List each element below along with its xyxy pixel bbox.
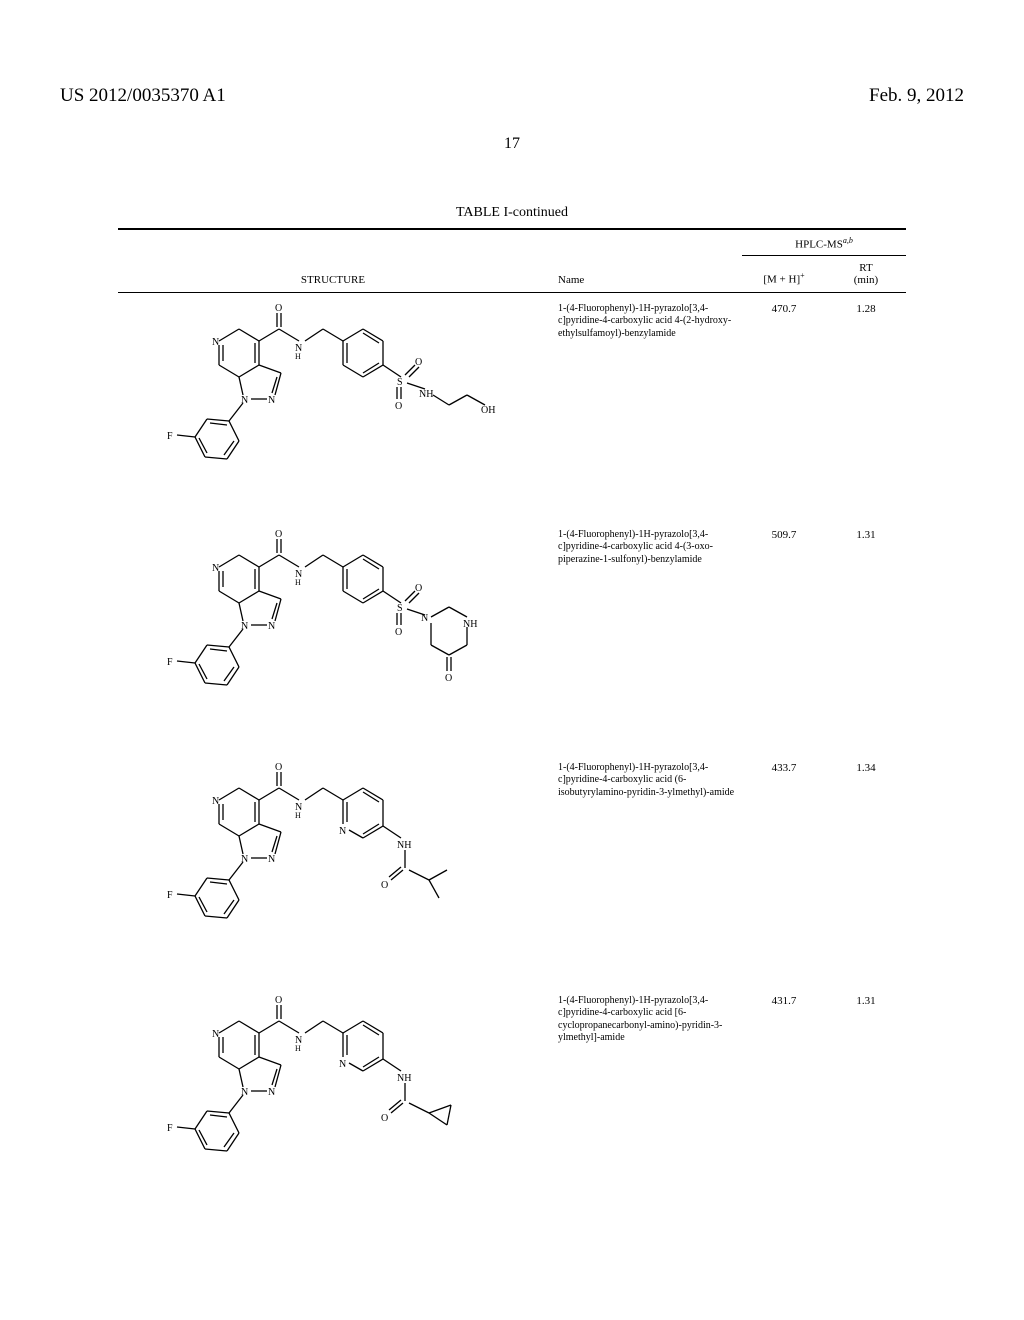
svg-text:O: O: [445, 673, 452, 684]
structure-cell: N N N F O N H: [118, 527, 548, 752]
svg-text:O: O: [395, 627, 402, 638]
svg-text:N: N: [268, 1087, 275, 1098]
svg-text:O: O: [395, 401, 402, 412]
mh-value: 470.7: [738, 301, 830, 315]
svg-text:O: O: [275, 303, 282, 314]
svg-text:O: O: [381, 880, 388, 891]
svg-text:H: H: [295, 811, 301, 820]
table-row: N N N F O N H: [118, 293, 906, 519]
svg-text:N: N: [268, 621, 275, 632]
svg-text:H: H: [295, 1044, 301, 1053]
svg-text:F: F: [167, 1123, 173, 1134]
svg-text:O: O: [275, 762, 282, 773]
svg-text:NH: NH: [419, 389, 433, 400]
table-body: N N N F O N H: [118, 293, 906, 1218]
svg-text:O: O: [275, 529, 282, 540]
svg-text:F: F: [167, 890, 173, 901]
mh-value: 509.7: [738, 527, 830, 541]
compound-name: 1-(4-Fluorophenyl)-1H-pyrazolo[3,4-c]pyr…: [548, 527, 738, 567]
svg-text:H: H: [295, 352, 301, 361]
table-row: N N N F O N H: [118, 519, 906, 752]
structure-cell: N N N F O N H N: [118, 993, 548, 1218]
svg-text:F: F: [167, 657, 173, 668]
page-number: 17: [0, 135, 1024, 153]
rt-value: 1.31: [830, 527, 902, 541]
table-header-upper: HPLC-MSa,b: [118, 230, 906, 255]
svg-text:N: N: [339, 1059, 346, 1070]
document-header: US 2012/0035370 A1 Feb. 9, 2012: [0, 85, 1024, 107]
svg-text:O: O: [381, 1113, 388, 1124]
svg-text:O: O: [415, 357, 422, 368]
svg-text:N: N: [212, 337, 219, 348]
svg-text:NH: NH: [463, 619, 477, 630]
svg-text:NH: NH: [397, 840, 411, 851]
svg-text:H: H: [295, 578, 301, 587]
svg-text:S: S: [397, 377, 403, 388]
compound-name: 1-(4-Fluorophenyl)-1H-pyrazolo[3,4-c]pyr…: [548, 993, 738, 1045]
compound-name: 1-(4-Fluorophenyl)-1H-pyrazolo[3,4-c]pyr…: [548, 760, 738, 800]
svg-text:F: F: [167, 431, 173, 442]
compound-name: 1-(4-Fluorophenyl)-1H-pyrazolo[3,4-c]pyr…: [548, 301, 738, 341]
col-header-structure: STRUCTURE: [118, 274, 548, 286]
table-row: N N N F O N H N: [118, 985, 906, 1218]
structure-cell: N N N F O N H: [118, 301, 548, 519]
structure-cell: N N N F O N H N: [118, 760, 548, 985]
svg-text:S: S: [397, 603, 403, 614]
svg-text:N: N: [421, 613, 428, 624]
rt-value: 1.34: [830, 760, 902, 774]
svg-text:O: O: [275, 995, 282, 1006]
mh-value: 431.7: [738, 993, 830, 1007]
svg-text:N: N: [268, 395, 275, 406]
rt-value: 1.31: [830, 993, 902, 1007]
col-header-name: Name: [548, 274, 738, 286]
compound-table: HPLC-MSa,b STRUCTURE Name [M + H]+ RT (m…: [118, 228, 906, 1218]
hplc-ms-label: HPLC-MSa,b: [742, 236, 906, 251]
table-row: N N N F O N H N: [118, 752, 906, 985]
svg-text:N: N: [268, 854, 275, 865]
table-header-row: STRUCTURE Name [M + H]+ RT (min): [118, 256, 906, 292]
svg-text:O: O: [415, 583, 422, 594]
table-title: TABLE I-continued: [0, 205, 1024, 221]
col-header-mh: [M + H]+: [738, 271, 830, 286]
svg-text:N: N: [339, 826, 346, 837]
svg-text:NH: NH: [397, 1073, 411, 1084]
svg-text:N: N: [212, 1029, 219, 1040]
mh-value: 433.7: [738, 760, 830, 774]
rt-value: 1.28: [830, 301, 902, 315]
col-header-rt: RT (min): [830, 262, 902, 286]
svg-text:OH: OH: [481, 405, 495, 416]
svg-text:N: N: [212, 796, 219, 807]
publication-date: Feb. 9, 2012: [869, 85, 964, 107]
publication-number: US 2012/0035370 A1: [60, 85, 226, 107]
svg-text:N: N: [212, 563, 219, 574]
